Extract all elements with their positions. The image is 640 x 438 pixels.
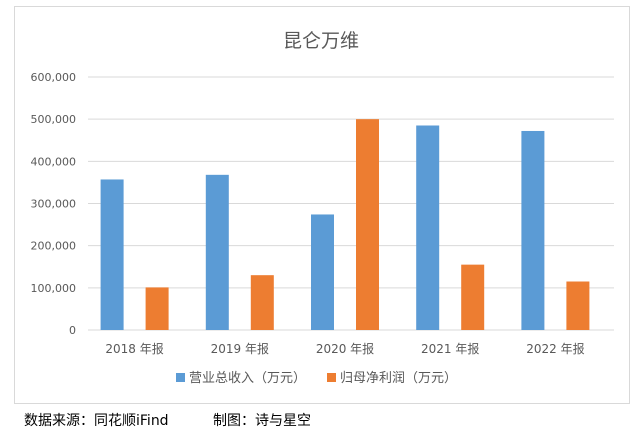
bar-net-profit [461,264,485,330]
x-tick-label: 2022 年报 [526,341,584,356]
y-tick-label: 0 [69,324,76,337]
legend-swatch [327,373,336,382]
y-tick-label: 200,000 [31,240,77,253]
y-tick-label: 500,000 [31,113,77,126]
bar-net-profit [250,275,274,330]
legend-swatch [176,373,185,382]
y-tick-label: 400,000 [31,155,77,168]
footer: 数据来源：同花顺iFind 制图：诗与星空 [24,410,311,430]
chart-credit-text: 制图：诗与星空 [213,413,312,429]
bar-revenue [521,130,545,330]
x-tick-label: 2020 年报 [316,341,374,356]
chart-title: 昆仑万维 [283,30,359,52]
y-tick-label: 300,000 [31,198,77,211]
x-tick-label: 2021 年报 [421,341,479,356]
x-tick-label: 2018 年报 [105,341,163,356]
y-tick-label: 100,000 [31,282,77,295]
y-tick-label: 600,000 [31,71,77,84]
bar-revenue [311,214,334,330]
bar-net-profit [145,287,169,330]
legend-label: 归母净利润（万元） [340,371,457,386]
bar-revenue [205,174,229,330]
bar-net-profit [566,281,590,330]
legend-label: 营业总收入（万元） [189,371,306,386]
bar-net-profit [356,119,379,331]
bar-revenue [416,125,440,330]
x-tick-label: 2019 年报 [211,341,269,356]
data-source-text: 数据来源：同花顺iFind [24,413,169,429]
bar-revenue [100,179,124,330]
